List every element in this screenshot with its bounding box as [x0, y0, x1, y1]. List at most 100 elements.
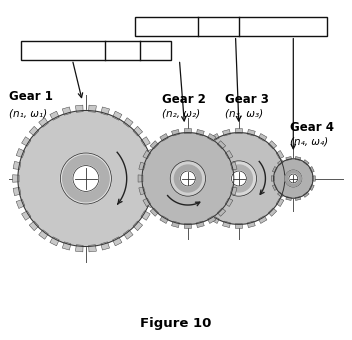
Polygon shape	[277, 192, 283, 197]
Polygon shape	[295, 156, 301, 160]
Polygon shape	[29, 126, 39, 136]
Polygon shape	[133, 126, 143, 136]
Text: (n₄, ω₄): (n₄, ω₄)	[290, 136, 328, 146]
Polygon shape	[150, 208, 158, 216]
Polygon shape	[190, 162, 196, 170]
Polygon shape	[247, 221, 255, 227]
Polygon shape	[190, 187, 196, 195]
Polygon shape	[189, 175, 194, 182]
Polygon shape	[141, 137, 150, 146]
Polygon shape	[282, 187, 288, 195]
Polygon shape	[303, 160, 309, 165]
Polygon shape	[259, 134, 267, 141]
Polygon shape	[235, 223, 243, 228]
Polygon shape	[235, 129, 243, 134]
Polygon shape	[194, 151, 202, 159]
Polygon shape	[201, 141, 209, 149]
Polygon shape	[312, 176, 315, 181]
Polygon shape	[50, 111, 59, 120]
Polygon shape	[147, 200, 156, 208]
Polygon shape	[231, 187, 237, 195]
Text: Gear 3: Gear 3	[225, 94, 269, 106]
Polygon shape	[143, 198, 151, 206]
Polygon shape	[225, 198, 233, 206]
Polygon shape	[29, 221, 39, 231]
Polygon shape	[113, 111, 122, 120]
Polygon shape	[194, 198, 202, 206]
Polygon shape	[295, 197, 301, 201]
Polygon shape	[303, 192, 309, 197]
Polygon shape	[276, 198, 284, 206]
Polygon shape	[150, 141, 158, 149]
Polygon shape	[21, 137, 31, 146]
Polygon shape	[218, 208, 226, 216]
Circle shape	[18, 110, 154, 246]
Polygon shape	[16, 149, 25, 157]
Polygon shape	[147, 149, 156, 157]
Circle shape	[142, 133, 234, 224]
Circle shape	[289, 174, 298, 183]
Polygon shape	[89, 245, 96, 252]
Polygon shape	[138, 175, 143, 182]
Text: (n₂, ω₂): (n₂, ω₂)	[162, 108, 201, 118]
Circle shape	[170, 161, 206, 196]
Polygon shape	[21, 211, 31, 220]
Polygon shape	[171, 130, 180, 136]
Polygon shape	[75, 245, 83, 252]
Polygon shape	[309, 167, 314, 172]
Polygon shape	[113, 237, 122, 246]
Polygon shape	[101, 242, 109, 250]
Bar	[135, 17, 327, 36]
Polygon shape	[211, 216, 219, 223]
Polygon shape	[222, 130, 231, 136]
Circle shape	[61, 153, 111, 204]
Text: (n₃, ω₃): (n₃, ω₃)	[225, 108, 263, 118]
Polygon shape	[62, 107, 71, 115]
Text: Gear 1: Gear 1	[10, 90, 53, 103]
Polygon shape	[143, 151, 151, 159]
Polygon shape	[271, 176, 274, 181]
Circle shape	[175, 165, 201, 192]
Polygon shape	[133, 221, 143, 231]
Polygon shape	[75, 105, 83, 112]
Polygon shape	[225, 151, 233, 159]
Polygon shape	[284, 175, 289, 182]
Polygon shape	[276, 151, 284, 159]
Polygon shape	[277, 160, 283, 165]
Polygon shape	[39, 230, 48, 239]
Circle shape	[181, 171, 195, 186]
Polygon shape	[124, 118, 133, 127]
Circle shape	[231, 171, 246, 186]
Circle shape	[274, 159, 313, 198]
Circle shape	[225, 165, 252, 192]
Polygon shape	[286, 156, 291, 160]
Polygon shape	[160, 134, 168, 141]
Text: Figure 10: Figure 10	[140, 317, 212, 330]
Polygon shape	[13, 175, 19, 182]
Circle shape	[221, 161, 257, 196]
Polygon shape	[13, 187, 21, 195]
Polygon shape	[282, 162, 288, 170]
Polygon shape	[89, 105, 96, 112]
Polygon shape	[50, 237, 59, 246]
Circle shape	[63, 155, 109, 202]
Polygon shape	[16, 200, 25, 208]
Polygon shape	[218, 141, 226, 149]
Polygon shape	[124, 230, 133, 239]
Polygon shape	[286, 197, 291, 201]
Circle shape	[73, 166, 99, 191]
Polygon shape	[309, 185, 314, 190]
Polygon shape	[101, 107, 109, 115]
Polygon shape	[208, 134, 216, 141]
Polygon shape	[39, 118, 48, 127]
Polygon shape	[171, 221, 180, 227]
Polygon shape	[139, 162, 145, 170]
Circle shape	[193, 133, 285, 224]
Text: Gear 2: Gear 2	[162, 94, 206, 106]
Polygon shape	[62, 242, 71, 250]
Polygon shape	[153, 175, 159, 182]
Polygon shape	[269, 141, 277, 149]
Polygon shape	[160, 216, 168, 223]
Polygon shape	[247, 130, 255, 136]
Polygon shape	[233, 175, 238, 182]
